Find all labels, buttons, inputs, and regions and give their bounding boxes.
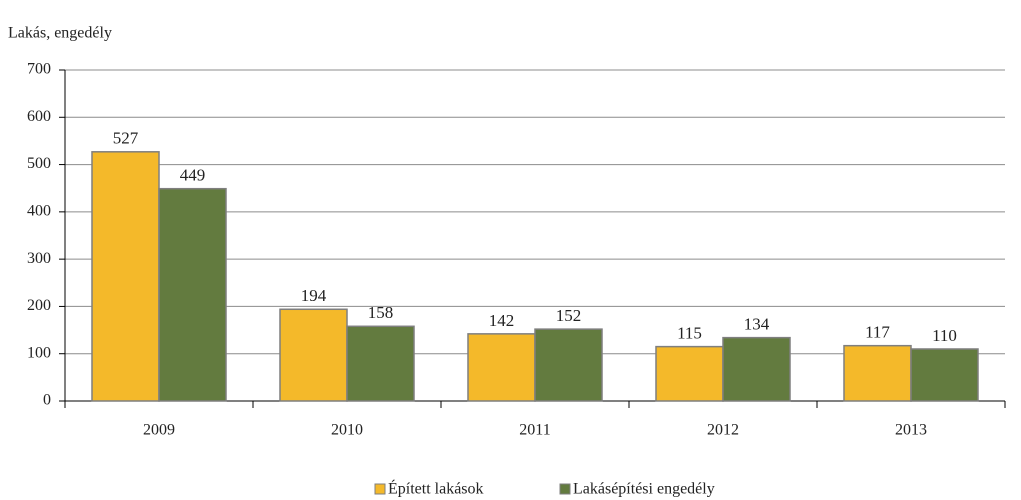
y-tick-label: 400 <box>27 203 51 220</box>
bar <box>467 333 536 402</box>
legend-swatch <box>374 483 386 495</box>
y-tick-label: 700 <box>27 61 51 78</box>
legend-label: Épített lakások <box>388 479 484 498</box>
y-tick-label: 200 <box>27 297 51 314</box>
bar <box>158 187 227 402</box>
data-label: 158 <box>368 303 394 322</box>
y-tick-label: 600 <box>27 108 51 125</box>
y-tick-label: 0 <box>43 392 51 409</box>
x-tick-label: 2009 <box>143 422 175 439</box>
data-label: 117 <box>865 323 890 342</box>
x-tick-label: 2010 <box>331 422 363 439</box>
data-label: 527 <box>113 129 139 148</box>
bar <box>91 151 160 402</box>
y-tick-label: 100 <box>27 344 51 361</box>
y-tick-label: 500 <box>27 155 51 172</box>
legend-label: Lakásépítési engedély <box>573 481 715 498</box>
bar <box>279 308 348 402</box>
x-tick-label: 2012 <box>707 422 739 439</box>
data-label: 134 <box>744 315 770 334</box>
data-label: 142 <box>489 311 515 330</box>
data-label: 115 <box>677 324 702 343</box>
bar <box>910 348 979 402</box>
x-tick-label: 2013 <box>895 422 927 439</box>
y-tick-label: 300 <box>27 250 51 267</box>
bar <box>843 344 912 402</box>
x-tick-label: 2011 <box>519 422 550 439</box>
bar <box>722 336 791 402</box>
bar <box>655 345 724 402</box>
bar <box>346 325 415 402</box>
data-label: 194 <box>301 286 327 305</box>
data-label: 449 <box>180 166 206 185</box>
data-label: 110 <box>932 326 957 345</box>
legend-swatch <box>559 483 571 495</box>
bar <box>534 328 603 402</box>
y-axis-label: Lakás, engedély <box>8 25 112 42</box>
data-label: 152 <box>556 306 582 325</box>
